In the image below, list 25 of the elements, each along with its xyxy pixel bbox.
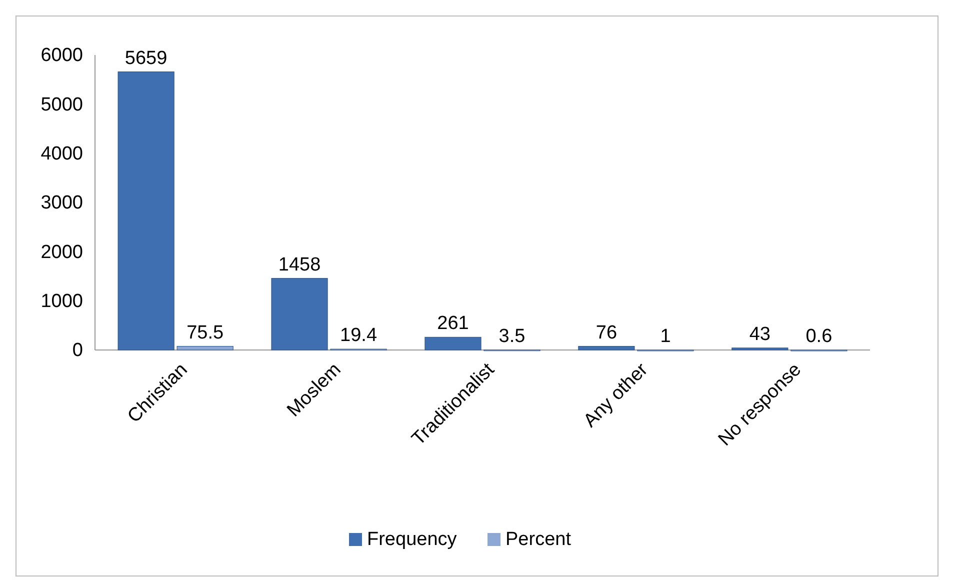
- y-tick-label: 1000: [40, 290, 83, 312]
- y-tick-label: 5000: [40, 94, 83, 116]
- y-tick-label: 0: [72, 340, 83, 362]
- legend-label: Percent: [506, 529, 572, 550]
- bar: [176, 346, 234, 350]
- data-label: 1458: [278, 254, 321, 276]
- data-label: 0.6: [806, 326, 832, 347]
- bar: [732, 348, 788, 350]
- data-label: 43: [749, 324, 770, 345]
- data-label: 75.5: [186, 322, 224, 344]
- bar: [118, 72, 174, 350]
- data-label: 261: [437, 313, 469, 334]
- data-label: 3.5: [498, 326, 526, 347]
- bar: [578, 346, 635, 350]
- y-tick-label: 6000: [40, 45, 83, 66]
- bar: [271, 278, 328, 350]
- data-label: 19.4: [340, 325, 378, 346]
- y-tick-label: 2000: [40, 242, 83, 263]
- data-label: 1: [660, 326, 671, 347]
- legend-label: Frequency: [367, 529, 458, 550]
- bar: [424, 336, 482, 350]
- y-tick-label: 4000: [40, 143, 83, 164]
- data-label: 5659: [124, 48, 168, 69]
- y-tick-label: 3000: [40, 192, 83, 214]
- data-label: 76: [596, 322, 618, 344]
